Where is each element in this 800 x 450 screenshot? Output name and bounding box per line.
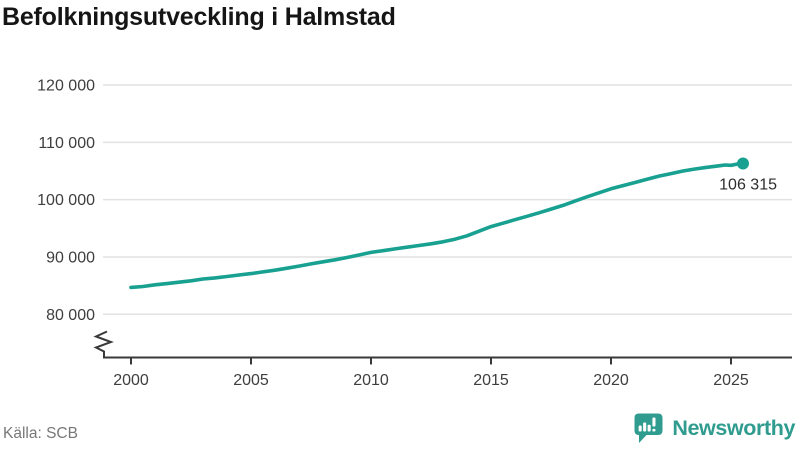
y-tick-label: 120 000: [37, 78, 95, 95]
y-axis-break-icon: [93, 330, 114, 357]
newsworthy-icon: [634, 413, 663, 443]
population-series-line: [129, 161, 745, 290]
x-tick-label: 2005: [233, 372, 269, 389]
page-title: Befolkningsutveckling i Halmstad: [2, 3, 396, 31]
x-tick-label: 2015: [473, 372, 509, 389]
source-caption: Källa: SCB: [3, 425, 78, 442]
y-tick-label: 80 000: [46, 307, 95, 324]
series-endpoint-value-label: 106 315: [719, 176, 777, 193]
y-tick-label: 100 000: [37, 192, 95, 209]
x-tick-label: 2010: [353, 372, 389, 389]
y-tick-label: 90 000: [46, 249, 95, 266]
y-tick-label: 110 000: [38, 135, 95, 152]
x-tick-label: 2025: [713, 372, 749, 389]
newsworthy-wordmark: Newsworthy: [672, 416, 795, 440]
bar-chart-glyph: [638, 417, 656, 432]
x-tick-label: 2000: [113, 372, 149, 389]
series-endpoint-dot: [737, 157, 749, 170]
x-tick-label: 2020: [593, 372, 629, 389]
newsworthy-logo: Newsworthy: [633, 412, 795, 445]
